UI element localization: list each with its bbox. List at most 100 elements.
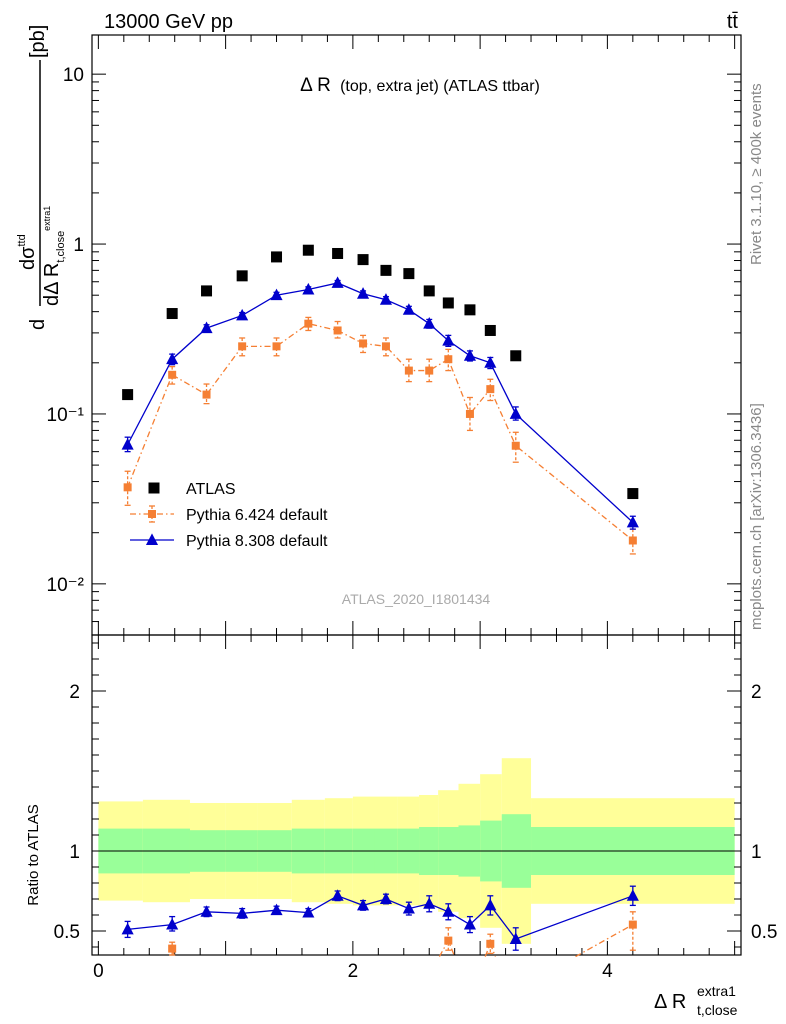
pythia6-point (272, 342, 281, 351)
atlas-point (236, 270, 248, 282)
atlas-point (271, 251, 283, 263)
pythia6-point (444, 355, 453, 364)
pythia8-ratio-point (379, 892, 393, 904)
atlas-point (403, 268, 415, 280)
pythia8-ratio-point (509, 932, 522, 944)
pythia6-ratio-point (486, 939, 495, 948)
y-tick-label: 10 (63, 65, 84, 86)
ratio-plot-frame (91, 634, 742, 956)
pythia6-point (359, 339, 368, 348)
header-process-label: tt̄ (727, 11, 739, 33)
atlas-point (484, 324, 496, 336)
pythia8-ratio-point (484, 898, 497, 911)
analysis-watermark: ATLAS_2020_I1801434 (342, 591, 491, 607)
legend-pythia8-marker (145, 533, 159, 545)
legend-atlas-marker (148, 482, 160, 494)
pythia6-point (202, 390, 211, 399)
x-tick-label: 2 (348, 961, 359, 982)
pythia8-ratio-point (270, 903, 283, 916)
pythia6-point (486, 385, 495, 394)
ratio-y-tick-label: 2 (69, 682, 80, 703)
svg-text:t,close: t,close (697, 1002, 738, 1018)
pythia8-point (200, 321, 213, 334)
ratio-y-axis-label: Ratio to ATLAS (25, 804, 42, 905)
pythia6-point (168, 370, 177, 379)
legend-label: Pythia 8.308 default (186, 533, 328, 550)
atlas-point (627, 488, 639, 500)
x-axis-label: Δ R t,close extra1 (654, 983, 738, 1018)
pythia6-point (404, 366, 413, 375)
atlas-point (166, 308, 178, 320)
ratio-y-tick-label: 1 (69, 842, 80, 863)
pythia8-point (484, 356, 497, 368)
legend-pythia6-marker (148, 510, 156, 518)
pythia6-point (333, 326, 342, 335)
atlas-point (122, 389, 134, 401)
pythia8-point (302, 282, 315, 295)
pythia8-point (236, 308, 249, 321)
pythia8-ratio-line (127, 895, 634, 940)
ratio-plot-area: 0 2 4 0.5 0.5 1 1 2 2 (54, 634, 777, 982)
pythia8-ratio-point (302, 906, 315, 918)
pythia6-line (127, 322, 634, 541)
pythia8-ratio-point (331, 889, 344, 901)
pythia8-point (402, 303, 415, 315)
pythia8-point (442, 334, 455, 346)
pythia6-point (381, 342, 390, 351)
pythia8-ratio-point (236, 906, 249, 919)
pythia8-point (626, 515, 639, 528)
ratio-y-tick-label: 0.5 (54, 922, 80, 943)
atlas-point (510, 350, 522, 362)
svg-text:extra1: extra1 (697, 983, 736, 999)
pythia8-line (127, 282, 634, 523)
svg-text:dΔ Rt,closeextra1: dΔ Rt,closeextra1 (41, 206, 67, 306)
pythia6-point (238, 342, 247, 351)
main-y-axis-label: d dσttd dΔ Rt,closeextra1 [pb] (16, 25, 67, 330)
legend: ATLAS Pythia 6.424 default Pythia 8.308 de… (130, 481, 328, 550)
pythia8-ratio-point (121, 922, 134, 935)
main-plot-title-sub: (top, extra jet) (ATLAS ttbar) (340, 78, 540, 95)
mcplots-label: mcplots.cern.ch [arXiv:1306.3436] (748, 403, 765, 630)
svg-text:dσttd: dσttd (16, 234, 39, 270)
pythia6-point (465, 409, 474, 418)
y-tick-label: 10⁻¹ (47, 405, 85, 426)
pythia8-point (379, 293, 393, 305)
main-plot-title: Δ R (top, extra jet) (ATLAS ttbar) (300, 75, 540, 96)
y-tick-label: 10⁻² (47, 575, 85, 596)
pythia6-point (304, 319, 313, 328)
pythia8-point (423, 317, 436, 329)
pythia6-point (628, 536, 637, 545)
pythia8-ratio-point (402, 902, 415, 914)
main-plot-area: 10⁻² 10⁻¹ 1 10 (47, 34, 742, 636)
pythia8-point (166, 352, 179, 365)
atlas-point (423, 285, 435, 297)
rivet-version-label: Rivet 3.1.10, ≥ 400k events (748, 83, 765, 265)
pythia8-ratio-point (463, 918, 476, 930)
y-tick-label: 1 (73, 235, 84, 256)
pythia8-ratio-point (200, 905, 213, 917)
pythia8-ratio-point (423, 897, 436, 909)
pythia6-ratio-point (168, 944, 177, 953)
pythia8-ratio-point (442, 905, 455, 917)
pythia6-point (511, 441, 520, 450)
svg-text:d: d (27, 319, 49, 330)
pythia6-ratio-point (628, 920, 637, 929)
ratio-y-tick-label-right: 0.5 (751, 922, 777, 943)
main-plot-title-main: Δ R (300, 75, 331, 96)
pythia6-ratio-line (575, 924, 634, 958)
legend-label: Pythia 6.424 default (186, 507, 328, 524)
atlas-point (302, 244, 314, 256)
svg-text:Δ R: Δ R (654, 991, 686, 1013)
pythia6-point (425, 366, 434, 375)
atlas-point (380, 264, 392, 276)
atlas-point (442, 297, 454, 309)
pythia8-point (270, 288, 283, 301)
x-tick-label: 4 (602, 961, 613, 982)
pythia6-ratio-point (444, 936, 453, 945)
atlas-point (357, 254, 369, 266)
pythia8-point (331, 276, 344, 288)
ratio-y-tick-label-right: 2 (751, 682, 762, 703)
ratio-y-tick-label-right: 1 (751, 842, 762, 863)
pythia8-point (121, 438, 134, 450)
